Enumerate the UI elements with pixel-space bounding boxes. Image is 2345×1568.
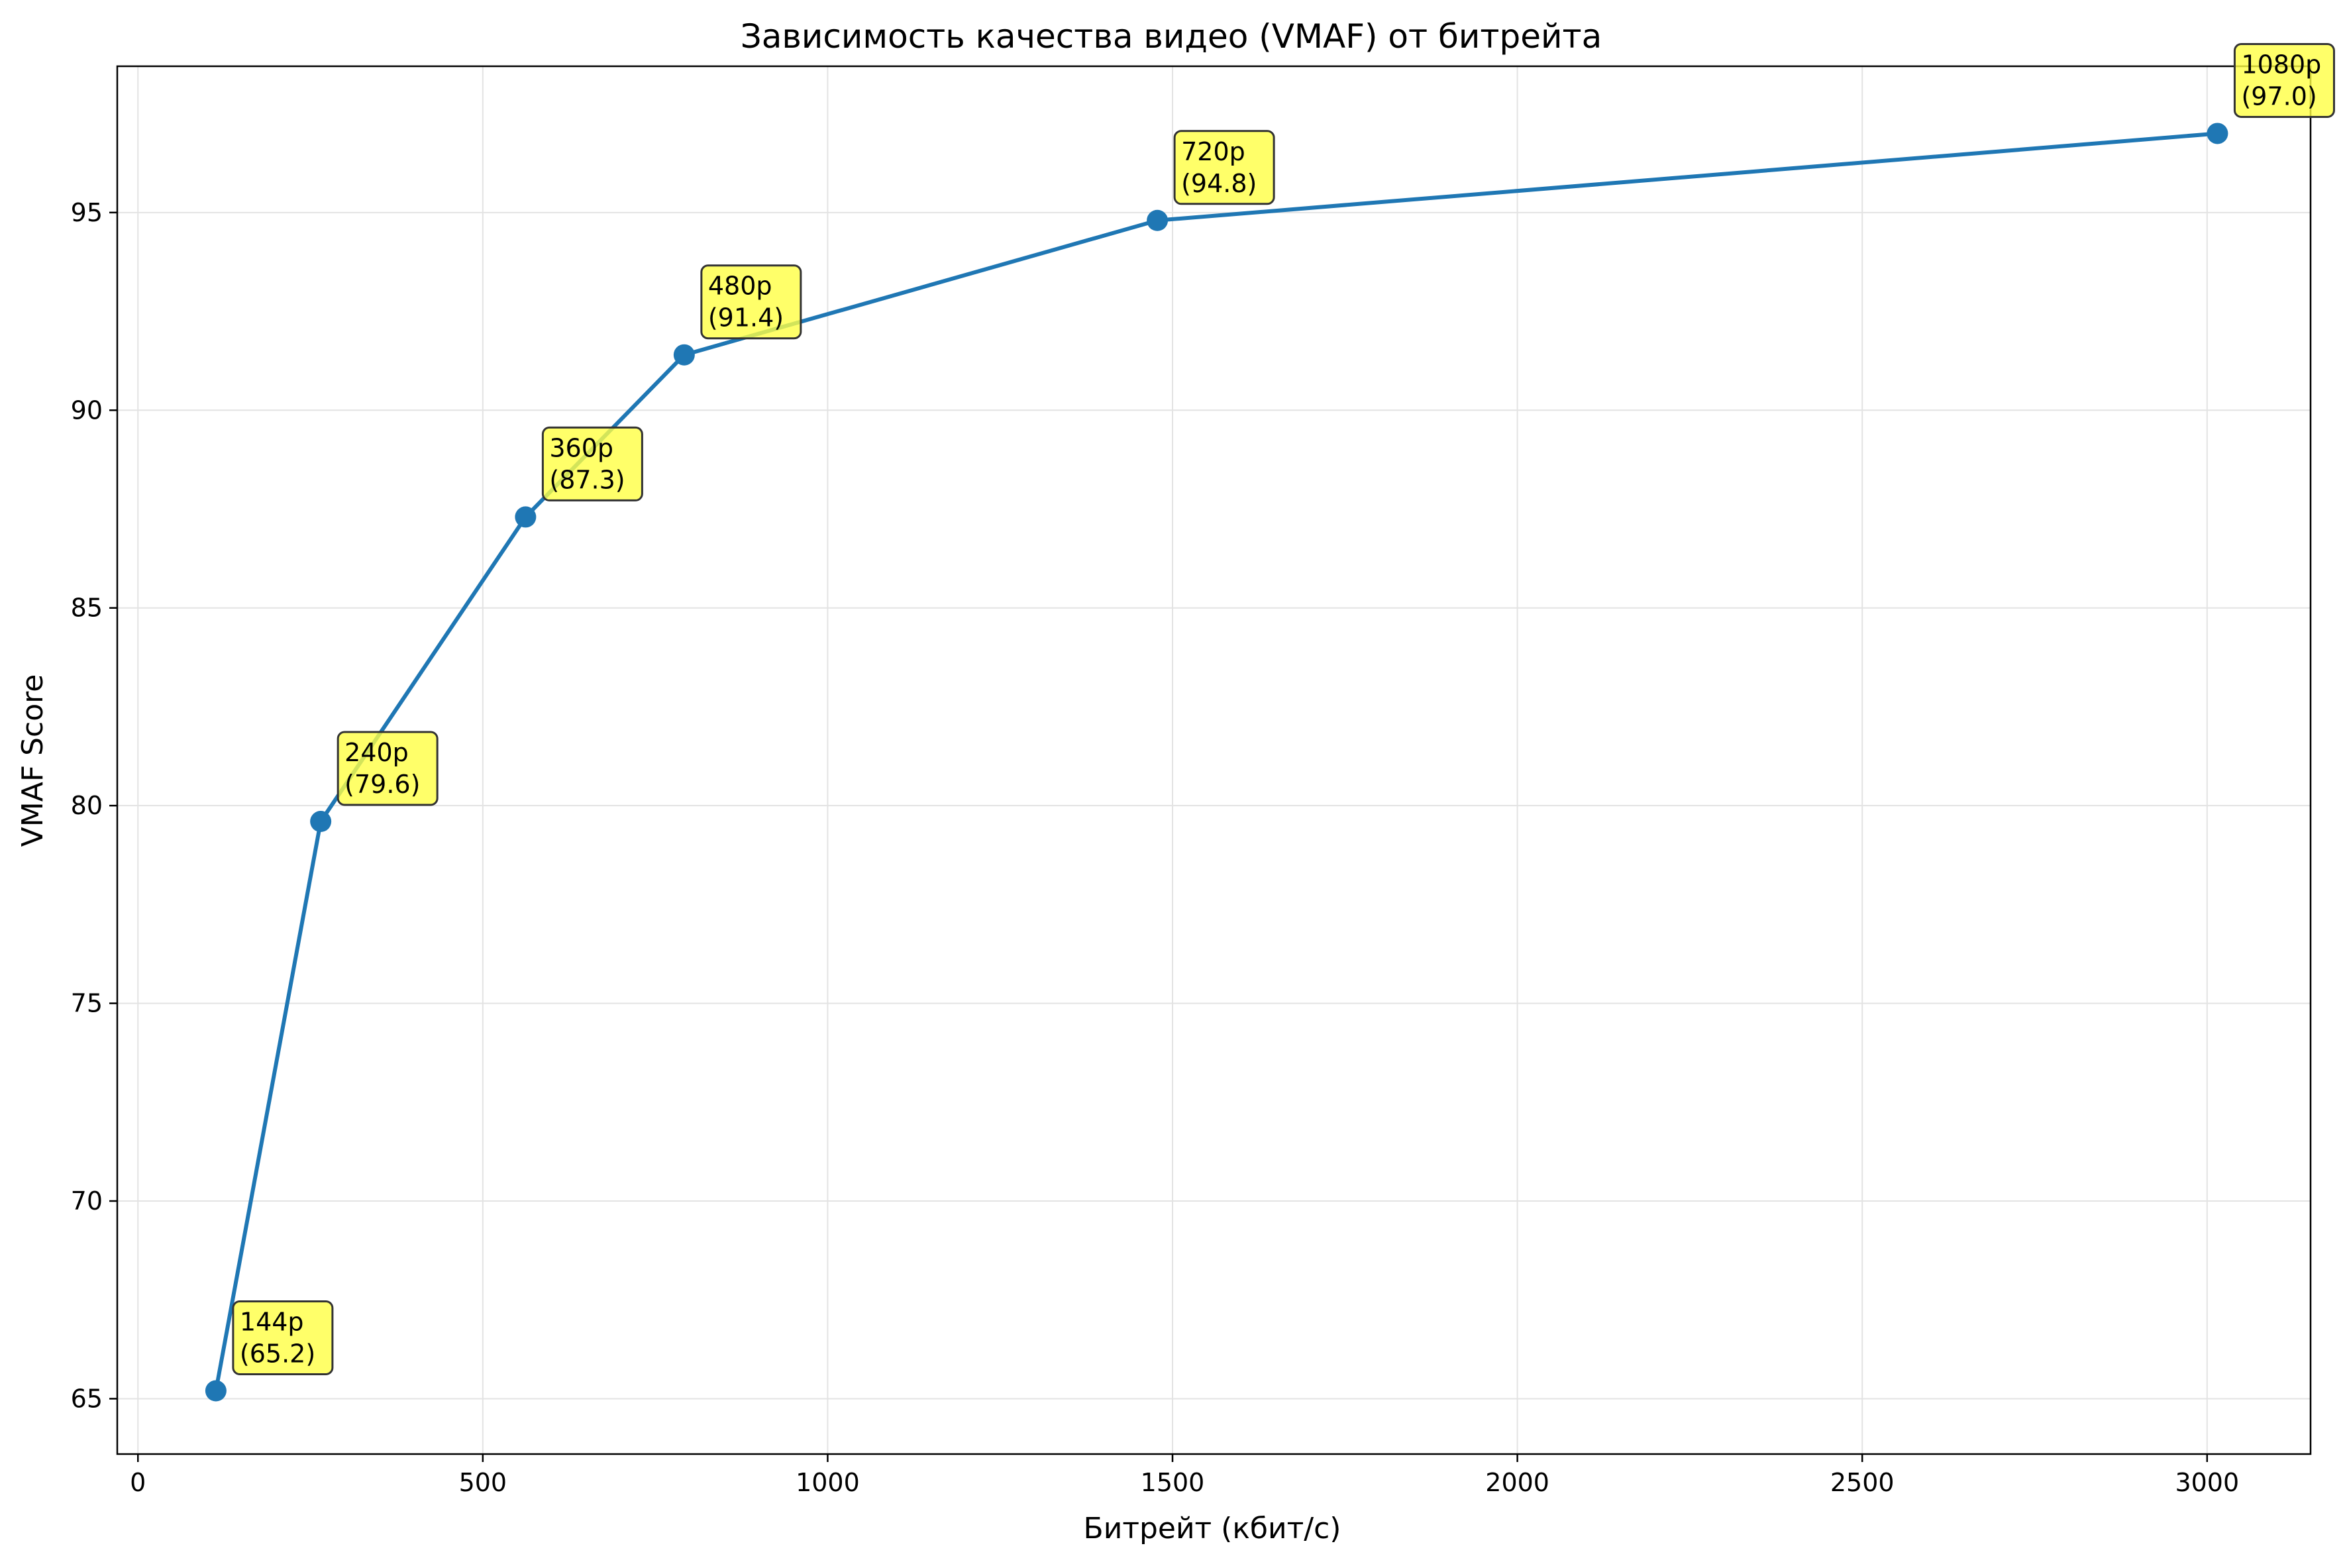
grid	[117, 66, 2311, 1454]
data-label-resolution: 480p	[708, 272, 772, 301]
data-label: 480p(91.4)	[700, 264, 802, 340]
x-tick-label: 2500	[1830, 1468, 1895, 1497]
data-label: 240p (79.6)	[337, 731, 439, 806]
data-point	[310, 811, 332, 833]
data-point	[1147, 209, 1169, 231]
data-label-resolution: 360p	[549, 433, 613, 462]
data-label-resolution: 720p	[1181, 137, 1245, 166]
data-point	[2207, 123, 2228, 144]
data-label-resolution: 144p	[240, 1308, 304, 1337]
data-label: 1080p(97.0)	[2233, 42, 2335, 118]
plot-frame	[116, 65, 2312, 1455]
chart-title: Зависимость качества видео (VMAF) от бит…	[741, 17, 1602, 56]
x-tick-label: 3000	[2175, 1468, 2239, 1497]
data-label-value: (97.0)	[2241, 81, 2317, 111]
data-label-value: (91.4)	[708, 303, 784, 333]
x-tick-label: 1000	[796, 1468, 860, 1497]
data-label-box	[700, 264, 802, 340]
data-point	[515, 506, 537, 528]
data-label-value: (65.2)	[240, 1339, 315, 1369]
y-tick-label: 85	[71, 594, 103, 623]
data-label-box	[337, 731, 439, 806]
data-label: 360p (87.3)	[541, 426, 643, 501]
y-tick-label: 75	[71, 989, 103, 1018]
data-label: 720p (94.8)	[1173, 130, 1275, 205]
data-label-value: (87.3)	[549, 465, 625, 494]
data-label: 144p(65.2)	[232, 1300, 334, 1376]
axes: 0 500 1000 1500 2000 2500 3000 65 70 75 80 85 90 95	[71, 65, 2312, 1497]
data-label-value: (94.8)	[1181, 169, 1257, 198]
data-label-resolution: 1080p	[2241, 50, 2321, 79]
data-label-value: (79.6)	[344, 770, 420, 799]
x-tick-label: 0	[130, 1468, 146, 1497]
x-axis-label: Битрейт (кбит/с)	[1084, 1512, 1341, 1545]
y-axis-label: VMAF Score	[16, 674, 50, 847]
data-label-box	[1173, 130, 1275, 205]
x-tick-label: 1500	[1141, 1468, 1205, 1497]
annotations: 144p(65.2) 240p (79.6) 360p (87.3) 480p(91.4)…	[232, 42, 2335, 1376]
data-label-resolution: 240p	[344, 738, 409, 767]
y-tick-label: 65	[71, 1384, 103, 1413]
x-tick-label: 500	[459, 1468, 507, 1497]
y-tick-label: 90	[71, 395, 103, 425]
y-tick-label: 80	[71, 791, 103, 820]
y-tick-label: 95	[71, 198, 103, 227]
y-tick-label: 70	[71, 1186, 103, 1216]
data-label-box	[2233, 42, 2335, 118]
data-label-box	[541, 426, 643, 501]
data-point	[673, 344, 695, 366]
data-point	[205, 1380, 227, 1402]
data-label-box	[232, 1300, 334, 1376]
x-tick-label: 2000	[1485, 1468, 1549, 1497]
